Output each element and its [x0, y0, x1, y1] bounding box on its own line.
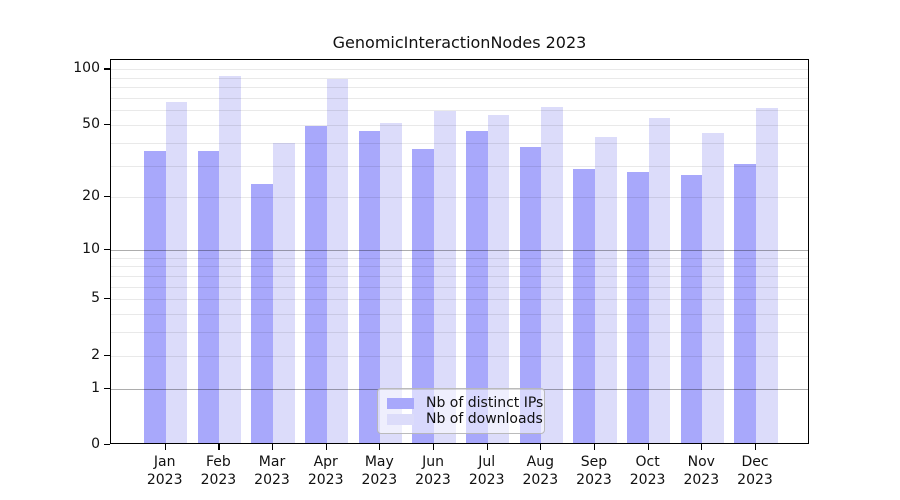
x-tick-label-may: May 2023: [361, 454, 398, 488]
y-tick-label-2: 2: [91, 346, 100, 363]
gridline-30: [111, 165, 808, 167]
x-tick-label-oct: Oct 2023: [629, 454, 666, 488]
bar-distinct-ips-may: [358, 131, 381, 443]
y-tick-label-100: 100: [73, 60, 100, 77]
x-tick-mark-nov: [701, 444, 703, 450]
gridline-10: [111, 249, 808, 251]
x-tick-label-jan: Jan 2023: [146, 454, 183, 488]
gridline-4: [111, 314, 808, 315]
y-tick-mark-5: [104, 298, 110, 300]
y-tick-label-5: 5: [91, 290, 100, 307]
gridline-9: [111, 257, 808, 259]
plot-area: [110, 59, 809, 444]
legend: Nb of distinct IPs Nb of downloads: [377, 388, 545, 434]
bar-downloads-mar: [273, 142, 295, 443]
bar-downloads-apr: [326, 78, 349, 443]
y-tick-label-20: 20: [82, 188, 100, 205]
y-tick-mark-100: [104, 68, 110, 70]
bar-downloads-jul: [487, 115, 510, 443]
x-tick-mark-apr: [325, 444, 327, 450]
bar-downloads-dec: [756, 108, 778, 443]
gridline-100: [111, 69, 808, 71]
gridline-40: [111, 142, 808, 144]
gridline-90: [111, 77, 808, 79]
gridline-8: [111, 266, 808, 268]
bar-distinct-ips-oct: [626, 171, 649, 443]
bar-distinct-ips-mar: [251, 184, 273, 443]
x-tick-label-jun: Jun 2023: [415, 454, 451, 488]
bar-distinct-ips-sep: [573, 168, 595, 443]
bar-downloads-may: [380, 123, 403, 443]
gridline-5: [111, 299, 808, 301]
gridline-70: [111, 98, 808, 100]
legend-label-distinct-ips: Nb of distinct IPs: [426, 395, 544, 411]
x-tick-mark-may: [379, 444, 381, 450]
y-tick-label-50: 50: [82, 116, 100, 132]
legend-label-downloads: Nb of downloads: [426, 411, 543, 427]
bar-distinct-ips-jan: [143, 151, 166, 443]
bar-distinct-ips-feb: [197, 151, 220, 443]
y-tick-label-10: 10: [82, 240, 100, 257]
y-tick-label-0: 0: [91, 436, 100, 452]
bar-downloads-jan: [165, 102, 188, 443]
y-tick-label-1: 1: [91, 379, 100, 396]
y-tick-mark-1: [104, 387, 110, 389]
x-tick-mark-mar: [272, 444, 274, 450]
x-tick-mark-dec: [755, 444, 757, 450]
x-tick-mark-aug: [540, 444, 542, 450]
gridline-60: [111, 110, 808, 112]
x-tick-label-apr: Apr 2023: [307, 454, 344, 488]
y-tick-mark-10: [104, 248, 110, 250]
legend-item-distinct-ips: Nb of distinct IPs: [387, 395, 543, 411]
y-tick-mark-20: [104, 196, 110, 198]
gridline-6: [111, 286, 808, 288]
x-tick-label-jul: Jul 2023: [468, 454, 505, 488]
y-tick-mark-0: [104, 444, 110, 446]
bar-downloads-aug: [541, 107, 564, 443]
gridline-50: [111, 125, 808, 126]
gridline-2: [111, 355, 808, 357]
bar-distinct-ips-jul: [465, 131, 488, 443]
bar-downloads-oct: [648, 118, 671, 443]
x-tick-label-sep: Sep 2023: [576, 454, 612, 488]
y-tick-mark-50: [104, 124, 110, 126]
gridline-20: [111, 197, 808, 199]
x-tick-label-dec: Dec 2023: [737, 454, 773, 488]
x-tick-label-feb: Feb 2023: [200, 454, 237, 488]
x-tick-mark-oct: [647, 444, 649, 450]
chart-title: GenomicInteractionNodes 2023: [332, 33, 587, 52]
x-tick-mark-jan: [164, 444, 166, 450]
legend-swatch-downloads: [387, 413, 414, 425]
x-tick-label-nov: Nov 2023: [683, 454, 720, 488]
x-tick-mark-sep: [594, 444, 596, 450]
bar-downloads-sep: [595, 136, 617, 443]
bar-distinct-ips-jun: [412, 149, 434, 443]
bar-distinct-ips-nov: [680, 174, 703, 443]
bar-downloads-feb: [219, 75, 242, 443]
gridline-3: [111, 332, 808, 334]
legend-swatch-distinct-ips: [387, 397, 414, 409]
y-tick-mark-2: [104, 354, 110, 356]
bar-downloads-nov: [702, 133, 725, 443]
bar-distinct-ips-apr: [304, 126, 327, 443]
bar-downloads-jun: [434, 111, 456, 443]
x-tick-label-mar: Mar 2023: [254, 454, 290, 488]
x-tick-mark-jul: [486, 444, 488, 450]
x-tick-mark-feb: [218, 444, 220, 450]
gridline-80: [111, 87, 808, 89]
bar-distinct-ips-dec: [734, 163, 756, 443]
gridline-7: [111, 275, 808, 277]
legend-item-downloads: Nb of downloads: [387, 411, 543, 427]
bar-distinct-ips-aug: [519, 146, 542, 443]
x-tick-mark-jun: [433, 444, 435, 450]
x-tick-label-aug: Aug 2023: [522, 454, 559, 488]
